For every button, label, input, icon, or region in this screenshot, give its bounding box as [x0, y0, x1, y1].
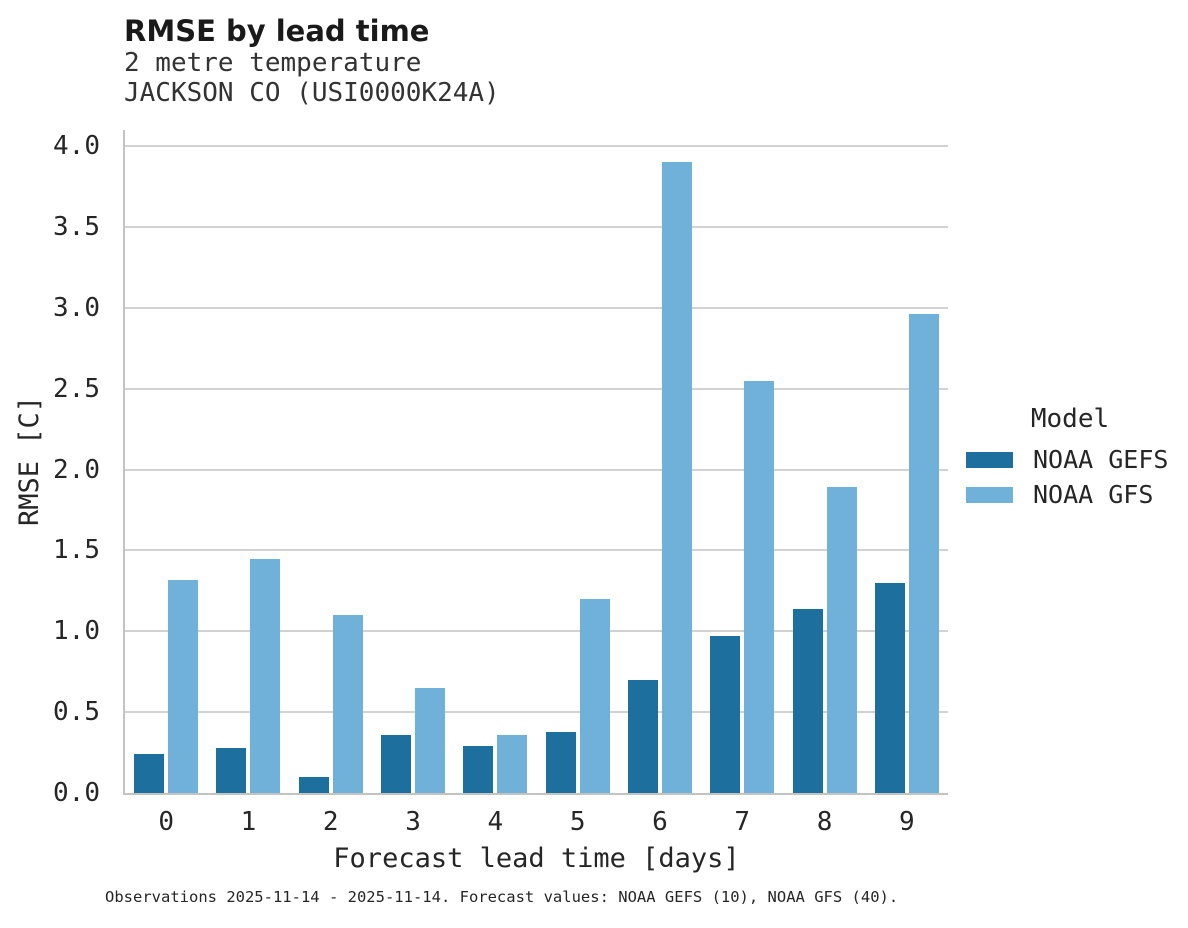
chart-title: RMSE by lead time	[124, 14, 430, 48]
legend: Model NOAA GEFS NOAA GFS	[966, 402, 1174, 512]
gridline	[125, 711, 948, 714]
legend-swatch-noaa-gefs-icon	[966, 451, 1013, 468]
x-tick-label: 7	[734, 807, 751, 837]
x-tick-label: 0	[158, 807, 174, 837]
gridline	[125, 226, 948, 229]
y-tick-label: 3.0	[53, 292, 100, 323]
bar-noaa-gefs-lead-0	[134, 754, 165, 793]
y-tick-label: 4.0	[53, 131, 100, 162]
legend-item-noaa-gfs: NOAA GFS	[966, 477, 1174, 512]
bar-noaa-gfs-lead-4	[497, 734, 528, 793]
bar-noaa-gfs-lead-6	[661, 162, 692, 793]
x-tick-label: 6	[652, 807, 668, 837]
bar-noaa-gfs-lead-1	[250, 558, 281, 793]
gridline	[125, 306, 948, 309]
bar-noaa-gefs-lead-8	[792, 608, 823, 793]
x-tick-label: 3	[405, 807, 421, 837]
bar-noaa-gfs-lead-0	[168, 579, 199, 793]
bar-noaa-gefs-lead-9	[874, 582, 905, 793]
bar-noaa-gefs-lead-1	[216, 747, 247, 793]
bar-noaa-gefs-lead-7	[710, 636, 741, 793]
gridline	[125, 549, 948, 552]
y-tick-label: 2.0	[53, 454, 100, 485]
bar-noaa-gfs-lead-9	[908, 314, 939, 793]
legend-item-label: NOAA GEFS	[1033, 445, 1169, 474]
gridline	[125, 468, 948, 471]
legend-title: Model	[1030, 404, 1110, 434]
y-tick-label: 2.5	[53, 373, 100, 404]
x-tick-label: 9	[899, 807, 915, 837]
bar-noaa-gfs-lead-5	[579, 598, 610, 793]
bar-noaa-gefs-lead-4	[463, 746, 494, 793]
y-tick-label: 0.0	[53, 778, 100, 808]
footer-caption: Observations 2025-11-14 - 2025-11-14. Fo…	[105, 888, 899, 906]
x-tick-label: 2	[322, 807, 339, 837]
x-tick-label: 1	[240, 807, 257, 837]
chart-subtitle-station: JACKSON CO (USI0000K24A)	[124, 78, 500, 108]
bar-noaa-gfs-lead-7	[744, 380, 775, 793]
y-tick-label: 3.5	[53, 212, 100, 243]
x-tick-label: 4	[487, 807, 504, 837]
legend-item-label: NOAA GFS	[1033, 480, 1154, 509]
legend-item-noaa-gefs: NOAA GEFS	[966, 442, 1174, 477]
bar-noaa-gefs-lead-5	[545, 731, 576, 793]
y-tick-label: 1.0	[53, 616, 100, 647]
x-tick-label: 8	[816, 807, 833, 837]
bar-noaa-gefs-lead-2	[298, 776, 329, 793]
x-axis-label: Forecast lead time [days]	[333, 843, 740, 874]
bar-noaa-gfs-lead-3	[415, 687, 446, 793]
bar-noaa-gefs-lead-6	[627, 679, 658, 793]
chart-subtitle-variable: 2 metre temperature	[124, 48, 422, 78]
gridline	[125, 145, 948, 148]
gridline	[125, 387, 948, 390]
x-tick-label: 5	[569, 807, 586, 837]
bar-noaa-gfs-lead-2	[332, 615, 363, 793]
y-axis-label: RMSE [C]	[14, 395, 45, 527]
plot-area: Forecast lead time [days] 0.0 0.5 1.0 1.5 2.…	[53, 130, 948, 874]
legend-swatch-noaa-gfs-icon	[966, 486, 1013, 503]
chart-header: RMSE by lead time 2 metre temperature JA…	[124, 14, 500, 108]
bar-noaa-gfs-lead-8	[826, 487, 857, 793]
y-tick-label: 0.5	[53, 697, 100, 728]
y-tick-label: 1.5	[53, 535, 100, 566]
bar-noaa-gefs-lead-3	[381, 734, 412, 793]
gridline	[125, 630, 948, 633]
